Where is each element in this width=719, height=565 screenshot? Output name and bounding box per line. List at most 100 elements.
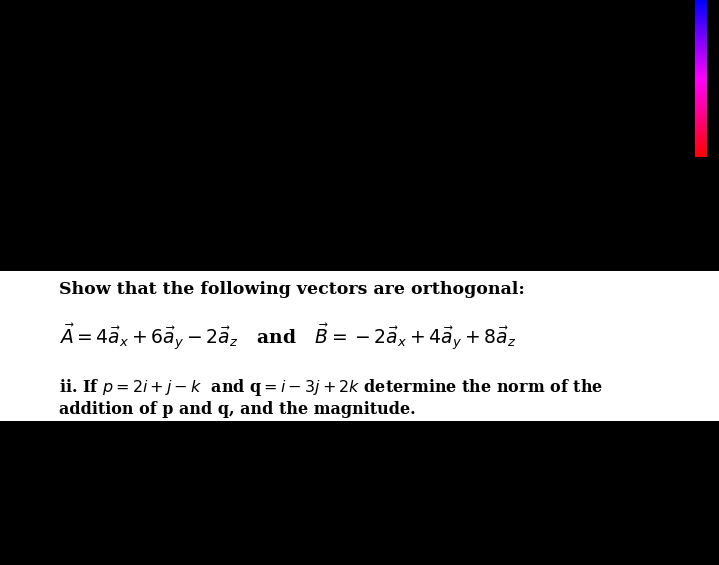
Bar [695, 50, 707, 51]
Bar [695, 121, 707, 123]
Bar [695, 77, 707, 78]
Bar [695, 29, 707, 30]
Bar [695, 10, 707, 11]
Bar [695, 94, 707, 95]
Bar [695, 48, 707, 49]
Bar [695, 45, 707, 46]
Bar [695, 141, 707, 142]
Text: addition of p and q, and the magnitude.: addition of p and q, and the magnitude. [59, 401, 416, 418]
Bar [695, 144, 707, 145]
Bar [695, 105, 707, 106]
Bar [695, 82, 707, 83]
Bar [695, 67, 707, 68]
Bar [695, 154, 707, 155]
Bar [695, 19, 707, 20]
Bar [695, 15, 707, 16]
Bar [695, 146, 707, 147]
Bar [695, 52, 707, 53]
Bar [695, 76, 707, 77]
Bar [695, 21, 707, 22]
Bar [695, 124, 707, 125]
Bar [695, 30, 707, 31]
Bar [695, 118, 707, 119]
Bar [695, 151, 707, 153]
Bar [695, 87, 707, 88]
Bar [695, 74, 707, 75]
Bar [695, 34, 707, 36]
Bar [695, 43, 707, 44]
Bar [695, 58, 707, 59]
Bar [695, 27, 707, 28]
Bar [695, 113, 707, 114]
Bar [695, 51, 707, 52]
Bar [695, 23, 707, 24]
Bar [695, 119, 707, 120]
Bar [695, 127, 707, 128]
Bar [0, 271, 719, 421]
Bar [695, 110, 707, 111]
Bar [695, 97, 707, 98]
Bar [695, 1, 707, 2]
Bar [695, 84, 707, 85]
Text: Show that the following vectors are orthogonal:: Show that the following vectors are orth… [59, 281, 525, 298]
Bar [695, 49, 707, 50]
Bar [695, 101, 707, 102]
Bar [695, 92, 707, 93]
Bar [695, 65, 707, 66]
Bar [695, 115, 707, 116]
Bar [695, 54, 707, 55]
Bar [695, 62, 707, 63]
Bar [695, 153, 707, 154]
Bar [695, 18, 707, 19]
Bar [695, 12, 707, 14]
Bar [695, 96, 707, 97]
Bar [695, 107, 707, 108]
Bar [695, 83, 707, 84]
Bar [695, 142, 707, 143]
Bar [695, 64, 707, 65]
Bar [695, 40, 707, 41]
Bar [695, 116, 707, 117]
Bar [695, 93, 707, 94]
Bar [695, 8, 707, 10]
Bar [695, 11, 707, 12]
Bar [695, 114, 707, 115]
Bar [695, 22, 707, 23]
Bar [695, 14, 707, 15]
Bar [695, 134, 707, 135]
Bar [695, 149, 707, 150]
Bar [695, 2, 707, 3]
Bar [695, 7, 707, 8]
Bar [695, 79, 707, 80]
Bar [695, 108, 707, 109]
Bar [695, 129, 707, 131]
Bar [695, 37, 707, 38]
Bar [695, 36, 707, 37]
Bar [695, 112, 707, 113]
Bar [695, 109, 707, 110]
Bar [695, 137, 707, 138]
Bar [695, 32, 707, 33]
Bar [695, 138, 707, 139]
Bar [695, 155, 707, 157]
Bar [695, 72, 707, 73]
Bar [695, 150, 707, 151]
Bar [695, 147, 707, 149]
Bar [695, 140, 707, 141]
Bar [695, 25, 707, 26]
Bar [695, 4, 707, 5]
Bar [695, 80, 707, 81]
Bar [695, 46, 707, 47]
Bar [695, 95, 707, 96]
Bar [695, 133, 707, 134]
Bar [695, 16, 707, 18]
Bar [695, 56, 707, 57]
Bar [695, 111, 707, 112]
Bar [695, 66, 707, 67]
Bar [695, 5, 707, 6]
Bar [695, 70, 707, 71]
Bar [695, 136, 707, 137]
Bar [695, 90, 707, 91]
Bar [695, 117, 707, 118]
Bar [695, 85, 707, 86]
